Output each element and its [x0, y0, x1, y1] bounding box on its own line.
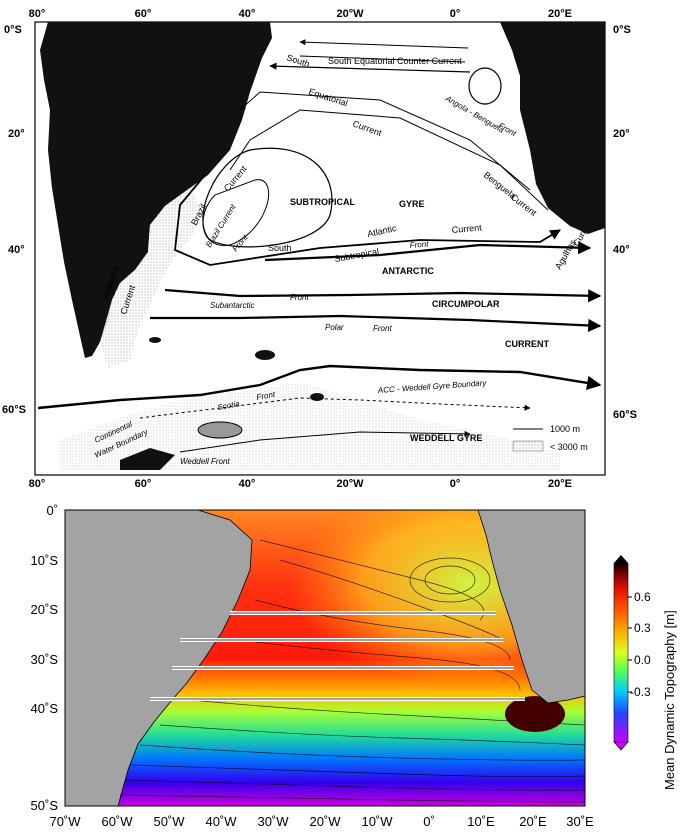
top-x-tick: 20°E	[548, 8, 572, 20]
colorbar-bottom-extend	[613, 741, 629, 751]
label-front-sa: Front	[409, 239, 429, 250]
sec-line-3	[229, 109, 549, 211]
legend-line-label: 1000 m	[550, 424, 580, 434]
top-y-tick-right: 20°	[613, 128, 630, 140]
antarctic-peninsula	[120, 448, 175, 470]
sec-line	[269, 62, 471, 73]
label-front-scotia: Front	[256, 390, 277, 402]
island-sandwich	[310, 393, 324, 401]
label-subtropical-gyre: SUBTROPICAL	[290, 197, 356, 207]
bottom-x-tick: 50˚W	[153, 814, 185, 829]
south-atlantic-current-line	[174, 174, 561, 266]
top-y-tick-right: 0°S	[613, 24, 631, 36]
top-y-tick-right: 40°	[613, 244, 630, 256]
top-x-tick-bottom: 0°	[450, 478, 461, 490]
acc-weddell-boundary-line	[139, 397, 531, 419]
top-y-tick-left: 0°S	[4, 24, 22, 36]
scotia-front-line	[37, 364, 602, 410]
bottom-x-tick: 40˚W	[205, 814, 237, 829]
label-secc: South Equatorial Counter Current	[328, 56, 462, 66]
bottom-map: 0˚ 10˚S 20˚S 30˚S 40˚S 50˚S 70˚W 60˚W 50…	[31, 503, 677, 829]
top-x-tick: 40°	[239, 8, 256, 20]
label-weddell-gyre: WEDDELL GYRE	[410, 433, 482, 443]
shelf-shading-antarctic	[60, 382, 560, 470]
island-falklands	[149, 337, 161, 343]
legend-shade-label: < 3000 m	[550, 442, 588, 452]
island-south-georgia	[255, 350, 275, 360]
top-map: 80° 60° 40° 20°W 0° 20°E 80° 60° 40° 20°…	[2, 8, 637, 490]
top-x-tick-bottom: 60°	[135, 478, 152, 490]
top-x-tick: 80°	[29, 8, 46, 20]
section-lines	[150, 611, 525, 701]
weddell-gyre-line	[179, 430, 471, 453]
bottom-y-tick: 0˚	[46, 503, 58, 518]
bottom-y-tick: 20˚S	[31, 602, 59, 617]
label-weddell-front: Weddell Front	[180, 457, 230, 466]
top-y-tick-left: 60°S	[2, 404, 26, 416]
bottom-y-tick: 10˚S	[31, 553, 59, 568]
label-front-polar: Front	[373, 324, 392, 333]
colorbar-label: Mean Dynamic Topography [m]	[662, 610, 677, 790]
top-x-tick-bottom: 20°W	[336, 478, 364, 490]
subantarctic-front-line	[164, 288, 602, 303]
shelf-shading-sa	[100, 188, 205, 368]
top-y-tick-left: 20°	[8, 128, 25, 140]
bottom-x-tick: 30˚W	[257, 814, 289, 829]
angola-dome	[468, 67, 502, 105]
orkney-plateau	[197, 421, 243, 439]
bottom-x-tick: 10˚E	[467, 814, 495, 829]
bottom-x-tick: 60˚W	[101, 814, 133, 829]
bottom-x-tick: 20˚E	[519, 814, 547, 829]
bottom-x-tick: 0˚	[423, 814, 435, 829]
africa-landmass	[500, 22, 605, 234]
top-x-tick: 0°	[450, 8, 461, 20]
top-x-tick-bottom: 20°E	[548, 478, 572, 490]
bottom-x-tick: 30˚E	[566, 814, 594, 829]
bottom-y-tick: 50˚S	[31, 798, 59, 813]
top-x-tick-bottom: 40°	[239, 478, 256, 490]
colorbar-tick: 0.6	[634, 590, 651, 604]
polar-front-line	[150, 314, 602, 333]
legend-shade-swatch	[512, 440, 544, 452]
bottom-x-tick: 20˚W	[309, 814, 341, 829]
top-y-tick-right: 60°S	[613, 409, 637, 421]
secc-line	[299, 55, 466, 63]
subtropical-front-line	[264, 241, 592, 262]
label-polar: Polar	[325, 323, 344, 332]
bottom-x-tick: 10˚W	[361, 814, 393, 829]
colorbar-tick: -0.3	[630, 685, 651, 699]
bottom-x-tick: 70˚W	[49, 814, 81, 829]
label-current-sa: Current	[451, 222, 482, 235]
bottom-y-tick: 30˚S	[31, 652, 59, 667]
label-south-2: South	[268, 243, 292, 253]
bottom-map-frame	[64, 509, 586, 807]
label-circumpolar: CIRCUMPOLAR	[432, 299, 500, 309]
top-x-tick: 20°W	[336, 8, 364, 20]
label-scotia: Scotia	[217, 399, 241, 412]
mdt-contours	[119, 539, 586, 803]
label-current-acc: CURRENT	[505, 339, 550, 349]
label-subantarctic: Subantarctic	[210, 301, 254, 310]
colorbar-tick: 0.3	[634, 621, 651, 635]
top-x-tick: 60°	[135, 8, 152, 20]
bottom-y-tick: 40˚S	[31, 701, 59, 716]
brazil-current-loop	[202, 179, 270, 246]
colorbar	[613, 562, 629, 743]
colorbar-tick: 0.0	[634, 653, 651, 667]
label-front-sub: Front	[290, 293, 309, 302]
label-gyre: GYRE	[399, 199, 425, 209]
secc-arrow	[299, 39, 469, 49]
label-antarctic: ANTARCTIC	[382, 266, 434, 276]
top-y-tick-left: 40°	[8, 244, 25, 256]
top-x-tick-bottom: 80°	[29, 478, 46, 490]
south-america-landmass	[40, 22, 272, 358]
south-america-land	[64, 509, 253, 807]
colorbar-top-extend	[614, 555, 628, 563]
subtropical-gyre-loop	[202, 147, 333, 248]
sec-line-2	[239, 91, 531, 191]
